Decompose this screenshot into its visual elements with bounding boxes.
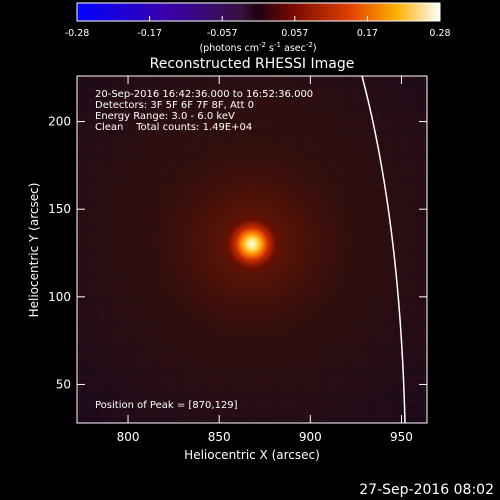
xray-source [222,214,282,274]
colorbar-units: (photons cm-2 s-1 asec-2) [199,41,316,54]
x-tick-label: 900 [299,430,322,444]
annotation-line-detectors: Detectors: 3F 5F 6F 7F 8F, Att 0 [95,100,254,111]
x-tick-label: 950 [390,430,413,444]
y-tick-label: 50 [56,377,71,391]
y-tick-label: 150 [48,202,71,216]
plot-frame [76,75,428,424]
annotation-line-clean: Clean Total counts: 1.49E+04 [95,122,252,133]
solar-limb [361,76,406,423]
y-axis-ticks: 50 100 150 200 [48,115,427,391]
y-tick-label: 200 [48,115,71,129]
peak-position-label: Position of Peak = [870,129] [95,400,238,411]
annotation-line-time: 20-Sep-2016 16:42:36.000 to 16:52:36.000 [95,89,313,100]
image-title: Reconstructed RHESSI Image [150,56,355,72]
x-tick-label: 850 [208,430,231,444]
colorbar-tick-label: 0.28 [429,28,450,39]
y-axis-label: Heliocentric Y (arcsec) [27,183,41,318]
colorbar-tick-label: 0.17 [357,28,378,39]
colorbar-gradient [76,2,441,22]
x-axis-ticks: 800 850 900 950 [117,76,413,444]
colorbar-tick-label: 0.057 [281,28,308,39]
footer-timestamp: 27-Sep-2016 08:02 [359,482,494,498]
x-tick-label: 800 [117,430,140,444]
colorbar-tick-label: -0.28 [65,28,90,39]
y-tick-label: 100 [48,290,71,304]
colorbar: -0.28 -0.17 -0.057 0.057 0.17 0.28 (photons c… [65,2,451,54]
colorbar-tick-label: -0.17 [137,28,162,39]
colorbar-ticks: -0.28 -0.17 -0.057 0.057 0.17 0.28 [65,16,451,39]
x-axis-label: Heliocentric X (arcsec) [184,448,320,462]
image-plot: 800 850 900 950 50 100 150 200 20-Sep-2016 16:… [48,75,428,444]
colorbar-tick-label: -0.057 [207,28,238,39]
annotation-line-energy: Energy Range: 3.0 - 6.0 keV [95,111,235,122]
image-annotations: 20-Sep-2016 16:42:36.000 to 16:52:36.000… [95,89,313,411]
